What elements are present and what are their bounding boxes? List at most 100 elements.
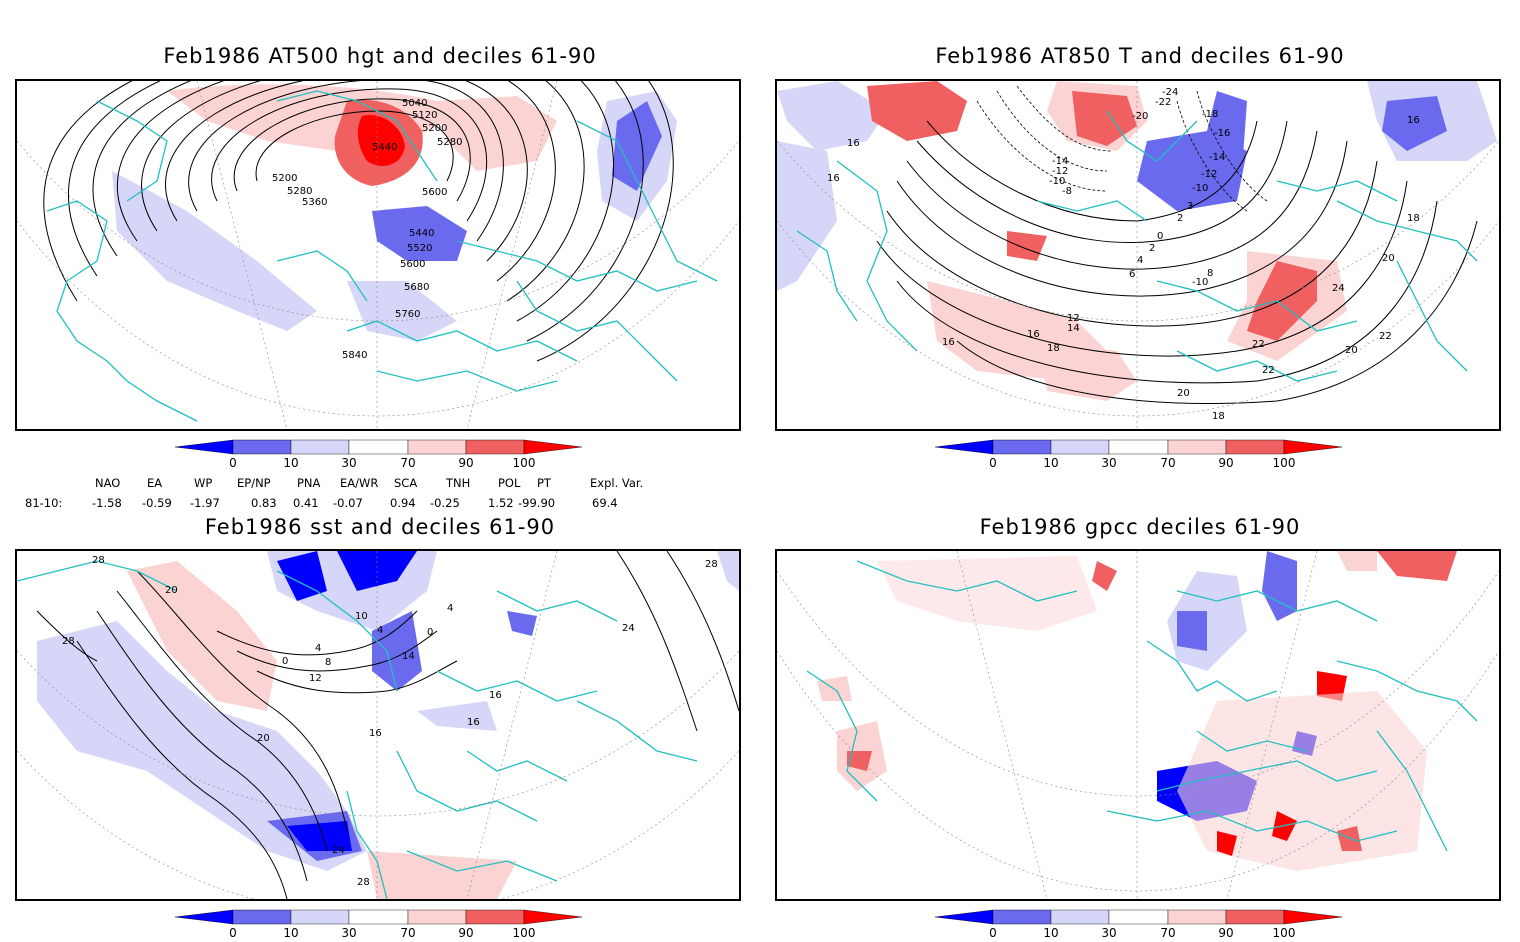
contour-labels: -24 -22 -20 -18 -16 -14 -12 -10 -8 -14 -… — [827, 87, 1420, 422]
colorbar-tick-label: 0 — [229, 456, 237, 470]
decile-shading — [37, 551, 739, 899]
contour-label: 20 — [1177, 388, 1190, 399]
index-name: EA — [147, 476, 163, 490]
colorbar-tick-label: 10 — [283, 456, 298, 470]
contour-label: 28 — [92, 555, 105, 566]
contour-label: 5840 — [342, 350, 367, 361]
colorbar-segment — [992, 909, 1052, 925]
contour-label: -14 — [1209, 152, 1225, 163]
colorbar-tick-label: 100 — [513, 926, 536, 940]
index-value: 0.83 — [251, 496, 277, 510]
contour-label: 20 — [1345, 345, 1358, 356]
graticule — [777, 81, 1499, 429]
colorbar-hgt500: 0 10 30 70 90 100 — [175, 439, 583, 470]
coastlines — [796, 110, 1478, 382]
coastlines — [17, 560, 698, 899]
colorbar-tick-label: 0 — [229, 926, 237, 940]
contour-label: 5040 — [402, 98, 427, 109]
contour-label: 18 — [1047, 343, 1060, 354]
index-name: TNH — [446, 476, 471, 490]
contour-label: 18 — [1407, 213, 1420, 224]
graticule — [17, 81, 739, 429]
contour-label: -16 — [1214, 128, 1230, 139]
index-value: 0.94 — [390, 496, 416, 510]
colorbar-tick-label: 10 — [1043, 456, 1058, 470]
colorbar-segment — [1050, 439, 1110, 455]
contour-label: 0 — [427, 627, 433, 638]
index-value: -0.07 — [333, 496, 363, 510]
contour-label: 20 — [1382, 253, 1395, 264]
graticule — [777, 551, 1499, 899]
colorbar-tick-label: 70 — [1160, 926, 1175, 940]
map-panel-gpcc — [775, 549, 1501, 901]
contour-label: 5200 — [422, 123, 447, 134]
colorbar-segment — [1283, 439, 1343, 455]
contour-label: 22 — [1379, 331, 1392, 342]
contour-label: 16 — [942, 337, 955, 348]
contour-label: 20 — [165, 585, 178, 596]
contour-label: 22 — [1252, 339, 1265, 350]
colorbar-segment — [1050, 909, 1110, 925]
contour-label: 20 — [257, 733, 270, 744]
contour-label: 8 — [1207, 268, 1213, 279]
colorbar-tick-label: 0 — [989, 926, 997, 940]
panel-title-sst: Feb1986 sst and deciles 61-90 — [204, 515, 556, 539]
colorbar-segment — [232, 909, 292, 925]
colorbar-tick-label: 0 — [989, 456, 997, 470]
colorbar-tick-label: 10 — [1043, 926, 1058, 940]
colorbar-segment — [175, 439, 234, 455]
contour-label: 4 — [315, 643, 321, 654]
decile-shading — [777, 81, 1497, 401]
contour-label: 28 — [705, 559, 718, 570]
contour-label: 12 — [1067, 313, 1080, 324]
colorbar-segment — [992, 439, 1052, 455]
contour-label: 16 — [1027, 329, 1040, 340]
contour-label: 16 — [369, 728, 382, 739]
colorbar-segment — [1225, 909, 1285, 925]
colorbar-segment — [935, 439, 994, 455]
contour-label: 24 — [1332, 283, 1345, 294]
panel-title-hgt500: Feb1986 AT500 hgt and deciles 61-90 — [163, 44, 597, 68]
contour-label: 5120 — [412, 110, 437, 121]
contour-label: 24 — [622, 623, 635, 634]
contour-label: 5280 — [437, 137, 462, 148]
index-name: EA/WR — [340, 476, 379, 490]
contour-label: 3 — [1187, 201, 1193, 212]
colorbar-tick-label: 70 — [400, 456, 415, 470]
colorbar-segment — [407, 439, 467, 455]
colorbar-segment — [1167, 439, 1227, 455]
contour-label: -18 — [1202, 109, 1218, 120]
colorbar-tick-label: 70 — [1160, 456, 1175, 470]
contour-label: 0 — [1157, 231, 1163, 242]
index-row-label: 81-10: — [25, 496, 63, 510]
contour-label: 4 — [377, 625, 383, 636]
index-name: SCA — [394, 476, 418, 490]
colorbar-segment — [523, 909, 583, 925]
colorbar-sst: 0 10 30 70 90 100 — [175, 909, 583, 940]
contour-label: -10 — [1049, 176, 1065, 187]
index-value: -1.58 — [92, 496, 122, 510]
colorbar-segment — [1283, 909, 1343, 925]
colorbar-segment — [407, 909, 467, 925]
contour-label: 24 — [332, 845, 345, 856]
colorbar-tick-label: 100 — [1273, 456, 1296, 470]
contour-labels: 28 28 28 20 10 4 0 0 4 8 12 16 16 20 24 … — [62, 555, 718, 888]
contour-label: -10 — [1192, 277, 1208, 288]
colorbar-segment — [290, 909, 350, 925]
contour-label: 5760 — [395, 309, 420, 320]
contour-label: -14 — [1052, 156, 1068, 167]
contour-label: 16 — [847, 138, 860, 149]
contour-label: 5520 — [407, 243, 432, 254]
graticule — [17, 551, 739, 899]
contour-label: 4 — [1137, 255, 1143, 266]
decile-shading — [112, 84, 677, 341]
colorbar-t850: 0 10 30 70 90 100 — [935, 439, 1343, 470]
contour-labels: 5040 5120 5200 5280 5440 5200 5280 5360 … — [272, 98, 462, 361]
contour-label: -10 — [1192, 183, 1208, 194]
index-value: -1.97 — [190, 496, 220, 510]
panel-title-t850: Feb1986 AT850 T and deciles 61-90 — [935, 44, 1345, 68]
index-value: 1.52 — [488, 496, 514, 510]
contour-label: 16 — [467, 717, 480, 728]
height-contours — [43, 81, 674, 362]
contour-label: 16 — [489, 690, 502, 701]
